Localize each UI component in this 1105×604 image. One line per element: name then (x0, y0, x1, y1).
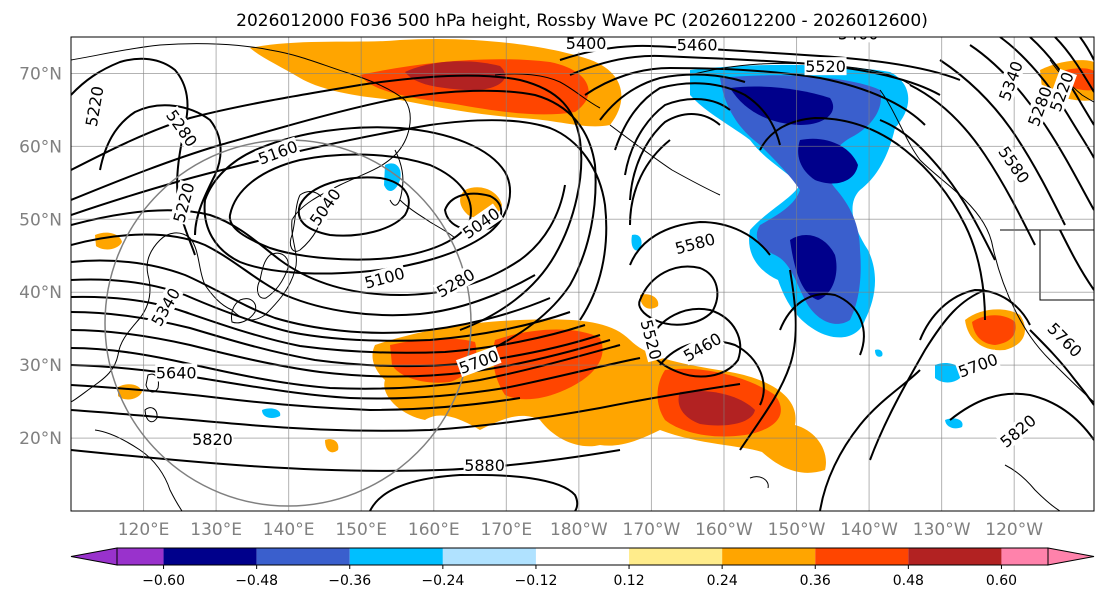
contour-label: 5520 (804, 57, 847, 76)
contour-label: 5400 (837, 24, 880, 43)
contour-label: 5820 (191, 429, 234, 449)
colorbar-segment (163, 548, 257, 565)
longitude-label: 150°W (768, 520, 826, 540)
longitude-label: 140°E (263, 520, 315, 540)
colorbar-tick-label: 0.24 (707, 573, 738, 589)
colorbar-tick-label: −0.12 (514, 573, 557, 589)
latitude-label: 30°N (19, 356, 62, 376)
colorbar-tick-label: −0.48 (235, 573, 278, 589)
colorbar-tick-label: −0.60 (142, 573, 185, 589)
longitude-label: 170°E (480, 520, 532, 540)
longitude-labels: 120°E 130°E 140°E 150°E 160°E 170°E 180°W 170°W… (118, 520, 1044, 540)
svg-text:5820: 5820 (192, 430, 233, 449)
colorbar-segment (256, 548, 350, 565)
svg-text:5520: 5520 (805, 57, 846, 76)
colorbar-outline (116, 547, 1049, 566)
colorbar-segment (442, 548, 536, 565)
colorbar-segment (1001, 548, 1048, 565)
latitude-label: 60°N (19, 137, 62, 157)
svg-text:5640: 5640 (156, 363, 197, 382)
contour-label: 5400 (565, 34, 608, 53)
colorbar-extend-high (1047, 547, 1095, 566)
longitude-label: 140°W (840, 520, 898, 540)
figure-title: 2026012000 F036 500 hPa height, Rossby W… (236, 11, 928, 31)
contour-label: 5460 (676, 35, 719, 54)
colorbar-segment (349, 548, 443, 565)
colorbar-segment (535, 548, 630, 565)
colorbar-tick-label: 0.36 (800, 573, 831, 589)
longitude-label: 150°E (335, 520, 387, 540)
colorbar: −0.60 −0.48 −0.36 −0.24 −0.12 0.12 0.24 0.36 0.4… (70, 547, 1095, 589)
colorbar-extend-low (70, 547, 118, 566)
colorbar-tick-label: 0.12 (613, 573, 644, 589)
svg-text:5400: 5400 (838, 24, 879, 43)
colorbar-tick-label: 0.60 (986, 573, 1017, 589)
latitude-label: 70°N (19, 64, 62, 84)
latitude-label: 20°N (19, 429, 62, 449)
colorbar-tick-label: −0.24 (421, 573, 464, 589)
svg-text:5880: 5880 (464, 456, 505, 475)
colorbar-segment (117, 548, 164, 565)
longitude-label: 130°E (190, 520, 242, 540)
latitude-label: 50°N (19, 210, 62, 230)
latitude-labels: 70°N 60°N 50°N 40°N 30°N 20°N (19, 64, 62, 449)
colorbar-tick-label: −0.36 (328, 573, 371, 589)
contour-label: 5640 (155, 363, 198, 382)
contour-label: 5100 (361, 263, 408, 293)
colorbar-segment (629, 548, 723, 565)
map-border (70, 36, 1095, 512)
contour-label: 5220 (169, 179, 198, 226)
longitude-label: 170°W (623, 520, 681, 540)
contour-label: 5580 (672, 229, 718, 258)
colorbar-segment (722, 548, 816, 565)
longitude-label: 120°E (118, 520, 170, 540)
longitude-label: 130°W (913, 520, 971, 540)
longitude-label: 160°E (408, 520, 460, 540)
longitude-label: 120°W (985, 520, 1043, 540)
latitude-label: 40°N (19, 283, 62, 303)
colorbar-tick-label: 0.48 (893, 573, 924, 589)
colorbar-segment (815, 548, 909, 565)
colorbar-segment (908, 548, 1002, 565)
longitude-label: 160°W (695, 520, 753, 540)
svg-text:5400: 5400 (566, 34, 607, 53)
longitude-label: 180°W (550, 520, 608, 540)
contour-label: 5880 (463, 456, 506, 475)
svg-text:5460: 5460 (677, 35, 718, 54)
